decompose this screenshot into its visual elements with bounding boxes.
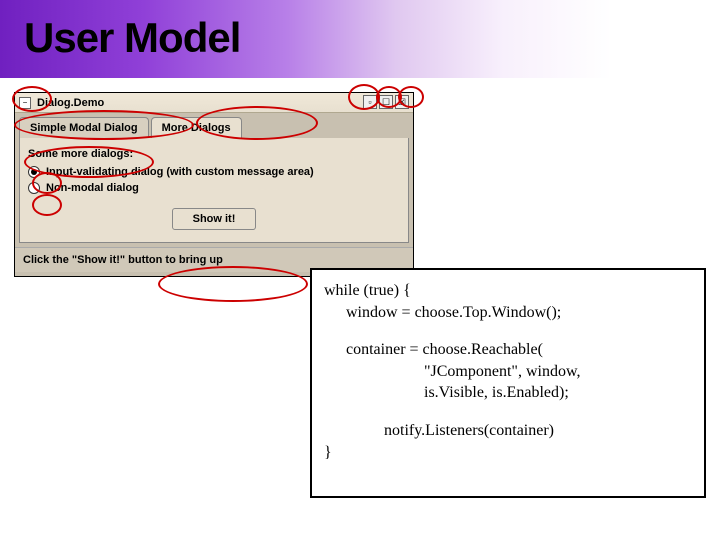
slide-title: User Model xyxy=(24,14,240,62)
show-it-button[interactable]: Show it! xyxy=(172,208,257,230)
panel-heading: Some more dialogs: xyxy=(28,148,400,160)
code-snippet: while (true) { window = choose.Top.Windo… xyxy=(310,268,706,498)
radio-icon xyxy=(28,182,40,194)
window-titlebar: − Dialog.Demo ▫ ☐ ☒ xyxy=(15,93,413,113)
radio-input-validating[interactable]: Input-validating dialog (with custom mes… xyxy=(28,166,400,178)
window-controls: ▫ ☐ ☒ xyxy=(363,95,409,109)
window-title: Dialog.Demo xyxy=(37,97,104,109)
radio-label: Non-modal dialog xyxy=(46,182,139,194)
button-row: Show it! xyxy=(28,198,400,238)
demo-window: − Dialog.Demo ▫ ☐ ☒ Simple Modal Dialog … xyxy=(14,92,414,277)
radio-icon xyxy=(28,166,40,178)
radio-non-modal[interactable]: Non-modal dialog xyxy=(28,182,400,194)
maximize-icon[interactable]: ☐ xyxy=(379,95,393,109)
code-line: notify.Listeners(container) xyxy=(324,420,692,442)
code-line: is.Visible, is.Enabled); xyxy=(324,382,692,404)
code-line: "JComponent", window, xyxy=(324,361,692,383)
system-menu-icon[interactable]: − xyxy=(19,97,31,109)
blank-line xyxy=(324,404,692,420)
code-line: window = choose.Top.Window(); xyxy=(324,302,692,324)
radio-label: Input-validating dialog (with custom mes… xyxy=(46,166,314,178)
blank-line xyxy=(324,323,692,339)
minimize-icon[interactable]: ▫ xyxy=(363,95,377,109)
code-line: } xyxy=(324,442,692,464)
dialog-panel: Some more dialogs: Input-validating dial… xyxy=(19,138,409,243)
window-body: Simple Modal Dialog More Dialogs Some mo… xyxy=(15,113,413,276)
close-icon[interactable]: ☒ xyxy=(395,95,409,109)
code-line: container = choose.Reachable( xyxy=(324,339,692,361)
tab-simple-modal[interactable]: Simple Modal Dialog xyxy=(19,117,149,138)
tab-more-dialogs[interactable]: More Dialogs xyxy=(151,117,242,138)
code-line: while (true) { xyxy=(324,280,692,302)
tab-row: Simple Modal Dialog More Dialogs xyxy=(15,113,413,138)
